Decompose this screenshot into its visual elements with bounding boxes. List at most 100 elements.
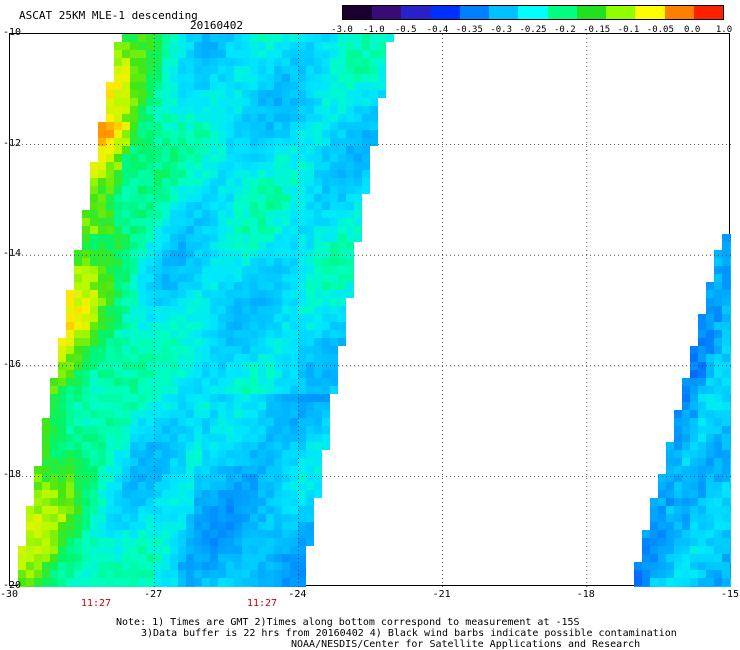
wind-cell xyxy=(202,330,210,338)
wind-cell xyxy=(314,170,322,178)
wind-cell xyxy=(162,458,170,466)
wind-cell xyxy=(706,554,714,562)
wind-cell xyxy=(722,482,730,490)
wind-cell xyxy=(290,570,298,578)
wind-cell xyxy=(162,466,170,474)
wind-cell xyxy=(82,474,90,482)
wind-cell xyxy=(226,426,234,434)
wind-cell xyxy=(138,178,146,186)
wind-cell xyxy=(194,186,202,194)
wind-cell xyxy=(218,530,226,538)
wind-cell xyxy=(722,554,730,562)
wind-cell xyxy=(242,34,250,42)
wind-cell xyxy=(266,514,274,522)
wind-cell xyxy=(42,434,50,442)
wind-cell xyxy=(42,458,50,466)
wind-cell xyxy=(210,538,218,546)
wind-cell xyxy=(706,346,714,354)
wind-cell xyxy=(90,306,98,314)
wind-cell xyxy=(674,546,682,554)
wind-cell xyxy=(650,506,658,514)
wind-cell xyxy=(154,306,162,314)
wind-cell xyxy=(730,506,738,514)
wind-cell xyxy=(306,314,314,322)
wind-cell xyxy=(242,514,250,522)
wind-cell xyxy=(258,306,266,314)
wind-cell xyxy=(674,474,682,482)
wind-cell xyxy=(114,538,122,546)
wind-cell xyxy=(146,114,154,122)
wind-cell xyxy=(186,58,194,66)
wind-cell xyxy=(290,554,298,562)
wind-cell xyxy=(642,570,650,578)
colorbar-label: -3.0 xyxy=(331,25,353,35)
wind-cell xyxy=(146,218,154,226)
wind-cell xyxy=(330,370,338,378)
wind-cell xyxy=(290,466,298,474)
wind-cell xyxy=(298,250,306,258)
wind-cell xyxy=(282,130,290,138)
colorbar-label: 0.0 xyxy=(684,25,701,35)
wind-cell xyxy=(130,370,138,378)
latitude-label: -18 xyxy=(3,469,22,481)
wind-cell xyxy=(202,218,210,226)
wind-cell xyxy=(194,586,202,594)
wind-cell xyxy=(202,250,210,258)
wind-cell xyxy=(706,306,714,314)
wind-cell xyxy=(690,578,698,586)
wind-cell xyxy=(274,218,282,226)
wind-cell xyxy=(154,498,162,506)
wind-cell xyxy=(322,330,330,338)
wind-cell xyxy=(650,538,658,546)
wind-cell xyxy=(122,146,130,154)
wind-cell xyxy=(282,354,290,362)
wind-cell xyxy=(250,234,258,242)
wind-cell xyxy=(658,570,666,578)
wind-cell xyxy=(114,578,122,586)
wind-cell xyxy=(114,202,122,210)
wind-cell xyxy=(218,258,226,266)
wind-cell xyxy=(146,290,154,298)
wind-cell xyxy=(138,122,146,130)
wind-cell xyxy=(242,226,250,234)
wind-cell xyxy=(282,378,290,386)
wind-cell xyxy=(338,330,346,338)
wind-cell xyxy=(282,266,290,274)
wind-cell xyxy=(306,74,314,82)
wind-cell xyxy=(282,394,290,402)
wind-cell xyxy=(282,154,290,162)
wind-cell xyxy=(98,578,106,586)
wind-cell xyxy=(66,330,74,338)
wind-cell xyxy=(226,434,234,442)
wind-cell xyxy=(82,506,90,514)
wind-cell xyxy=(642,586,650,594)
wind-cell xyxy=(730,306,738,314)
wind-cell xyxy=(250,474,258,482)
wind-cell xyxy=(290,258,298,266)
wind-cell xyxy=(330,58,338,66)
wind-cell xyxy=(730,522,738,530)
wind-cell xyxy=(90,530,98,538)
wind-cell xyxy=(650,586,658,594)
wind-cell xyxy=(202,378,210,386)
wind-cell xyxy=(138,570,146,578)
wind-cell xyxy=(162,146,170,154)
wind-cell xyxy=(146,194,154,202)
wind-cell xyxy=(146,386,154,394)
wind-cell xyxy=(106,450,114,458)
wind-cell xyxy=(690,346,698,354)
wind-cell xyxy=(266,58,274,66)
wind-cell xyxy=(290,314,298,322)
wind-cell xyxy=(354,50,362,58)
wind-cell xyxy=(90,498,98,506)
wind-cell xyxy=(154,162,162,170)
wind-cell xyxy=(682,554,690,562)
wind-cell xyxy=(186,490,194,498)
wind-cell xyxy=(274,258,282,266)
wind-cell xyxy=(298,282,306,290)
wind-cell xyxy=(170,234,178,242)
wind-cell xyxy=(122,250,130,258)
wind-cell xyxy=(90,226,98,234)
wind-cell xyxy=(146,242,154,250)
colorbar-swatch xyxy=(606,6,636,19)
